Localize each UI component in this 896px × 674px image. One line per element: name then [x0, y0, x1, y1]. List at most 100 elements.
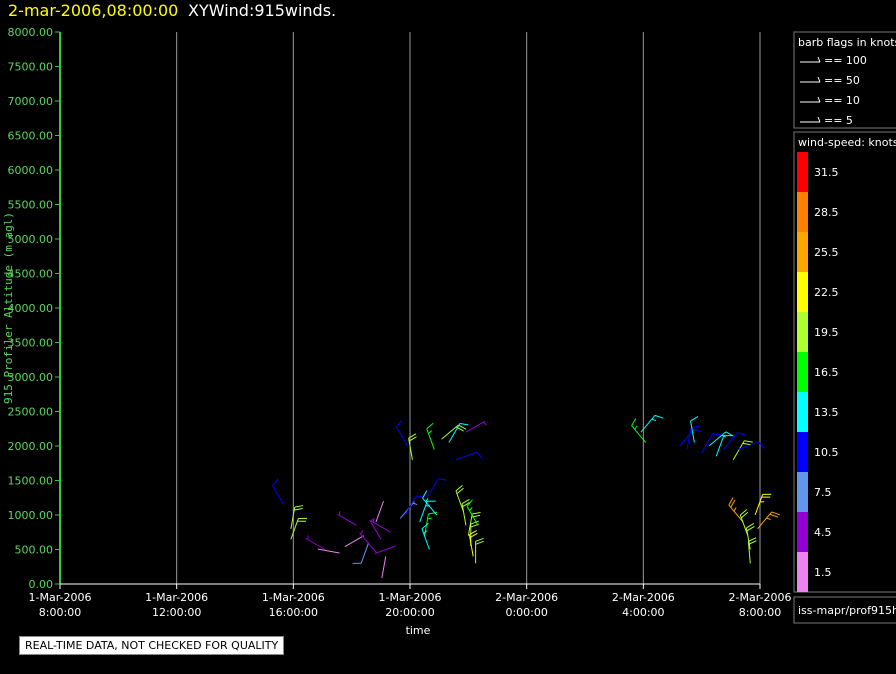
barb-shaft [468, 534, 474, 557]
wind-barb [690, 416, 699, 443]
y-tick-label: 0.00 [29, 578, 54, 591]
y-tick-labels: 0.00 500.00 1000.00 1500.00 2000.00 2500.00 30… [8, 26, 54, 591]
barb-shaft [290, 518, 299, 540]
barb-legend-flag [817, 76, 821, 83]
barb-flag [748, 537, 757, 542]
x-tick-label: 2-Mar-2006 [495, 591, 558, 604]
y-tick-label: 500.00 [15, 544, 54, 557]
speed-legend-label: 13.5 [814, 406, 839, 419]
barb-shaft [290, 507, 296, 529]
barb-flag [475, 540, 484, 545]
wind-barb [375, 501, 384, 523]
barb-shaft [466, 506, 479, 526]
y-tick-label: 5500.00 [8, 199, 54, 212]
barb-flag [728, 497, 734, 506]
barb-shaft [396, 426, 409, 447]
wind-barb [352, 542, 370, 564]
wind-barb [373, 545, 396, 555]
speed-legend-swatch [797, 312, 808, 352]
barb-legend-entry: == 5 [800, 114, 853, 127]
barb-shaft [404, 495, 417, 516]
barb-shaft [757, 511, 773, 530]
y-tick-label: 4000.00 [8, 302, 54, 315]
barb-legend-entry: == 50 [800, 74, 860, 87]
x-tick-label: 8:00:00 [39, 606, 81, 619]
barb-half-flag [425, 498, 429, 503]
grid-lines [176, 32, 761, 584]
wind-barb [466, 499, 479, 526]
barb-flag [437, 478, 447, 481]
barb-shaft [272, 485, 285, 505]
y-tick-label: 7500.00 [8, 61, 54, 74]
barb-half-flag [423, 530, 428, 534]
plot-title: XYWind:915winds. [188, 1, 337, 20]
y-tick-label: 8000.00 [8, 26, 54, 39]
legend-panel: barb flags in knots == 100 == 50 == 10 == 5… [793, 31, 896, 624]
quality-warning-note: REAL-TIME DATA, NOT CHECKED FOR QUALITY [19, 636, 285, 655]
speed-legend-label: 1.5 [814, 566, 832, 579]
wind-barb [290, 505, 304, 529]
wind-barb [408, 433, 417, 460]
wind-barb [715, 435, 733, 457]
wind-barb [369, 518, 382, 540]
y-tick-label: 1500.00 [8, 475, 54, 488]
x-tick-label: 4:00:00 [622, 606, 664, 619]
wind-barb [456, 451, 483, 461]
barb-shaft [737, 441, 759, 450]
barb-half-flag [412, 502, 418, 506]
y-tick-label: 2000.00 [8, 440, 54, 453]
speed-legend-swatch [797, 552, 808, 592]
x-tick-label: 12:00:00 [152, 606, 201, 619]
barb-shaft [426, 478, 439, 499]
wind-barb [399, 501, 418, 519]
barb-shaft [701, 433, 714, 454]
barb-shaft [422, 497, 438, 516]
wind-barb [723, 432, 746, 450]
wind-barb [737, 441, 765, 450]
barb-flag [472, 511, 481, 515]
barb-shaft [461, 503, 467, 526]
wind-barb [631, 418, 647, 443]
y-tick-label: 3000.00 [8, 371, 54, 384]
y-tick-label: 6000.00 [8, 164, 54, 177]
barb-flag [771, 511, 780, 516]
barb-legend-label: == 5 [824, 114, 853, 127]
speed-legend-label: 28.5 [814, 206, 839, 219]
barb-flag [455, 484, 463, 492]
wind-barbs [272, 414, 780, 579]
barb-flag [737, 432, 746, 436]
wind-barb [344, 535, 365, 548]
speed-legend-swatch [797, 392, 808, 432]
y-tick-label: 2500.00 [8, 406, 54, 419]
barb-shaft [465, 420, 486, 433]
barb-half-flag [307, 535, 309, 540]
wind-barb [396, 420, 409, 447]
barb-flag [469, 532, 478, 539]
speed-legend-label: 16.5 [814, 366, 839, 379]
barb-half-flag [372, 517, 375, 523]
wind-barb [441, 424, 467, 440]
barb-shaft [408, 438, 413, 460]
barb-half-flag [338, 511, 341, 516]
barb-shaft [747, 541, 751, 564]
wind-barb [426, 422, 435, 450]
wind-barb [465, 420, 487, 433]
y-axis-label: 915 Profiler Altitude (m agl) [2, 212, 15, 404]
barb-flag [466, 499, 473, 507]
barb-half-flag [428, 430, 433, 434]
barb-flag [475, 537, 484, 542]
barb-shaft [690, 420, 695, 443]
wind-barb [757, 511, 780, 530]
barb-shaft [467, 513, 473, 536]
speed-legend-title: wind-speed: knots [798, 136, 896, 149]
barb-half-flag [370, 518, 374, 523]
barb-shaft [456, 451, 478, 461]
x-tick-labels: 1-Mar-2006 8:00:00 1-Mar-2006 12:00:00 1-Mar… [29, 591, 792, 619]
barb-flag [730, 499, 736, 508]
barb-flag [712, 433, 722, 436]
barb-flag [421, 522, 429, 530]
barb-shaft [371, 520, 391, 533]
axes [55, 31, 761, 589]
barb-half-flag [373, 549, 378, 554]
barb-flag [470, 520, 479, 525]
